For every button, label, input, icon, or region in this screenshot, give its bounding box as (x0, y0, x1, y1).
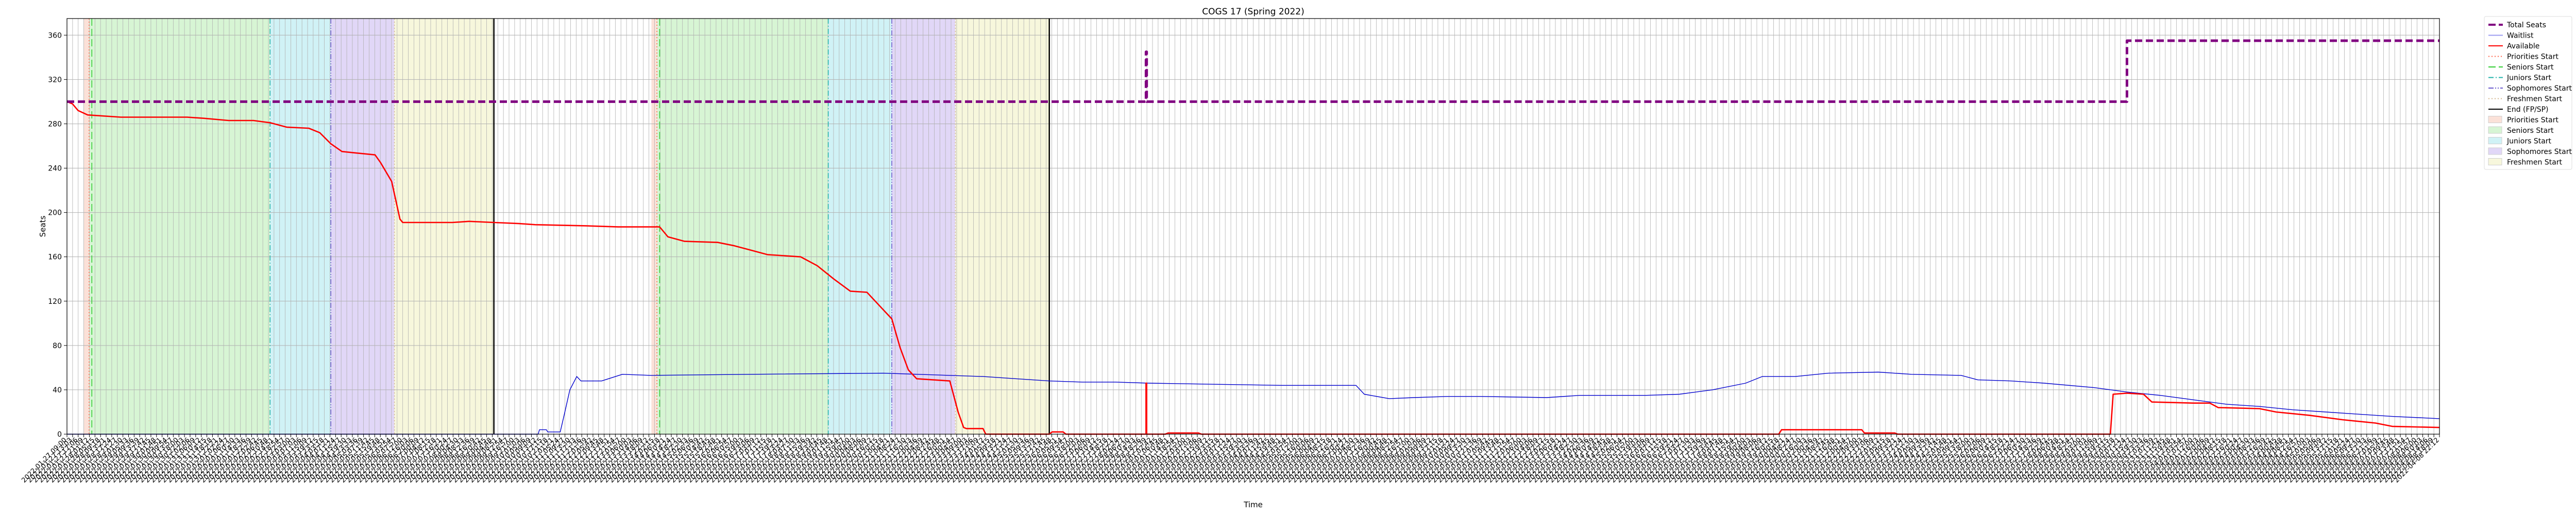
legend-label: Juniors Start (2506, 74, 2552, 82)
legend-label: Freshmen Start (2507, 159, 2563, 167)
region-seniors-start (657, 19, 828, 434)
region-juniors-start (828, 19, 892, 434)
region-freshmen-start (394, 19, 494, 434)
legend-label: Sophomores Start (2507, 84, 2572, 93)
y-axis-ticks: 0 40 80 120 160 200 240 280 320 360 (48, 31, 67, 439)
legend-label: Sophomores Start (2507, 148, 2572, 156)
legend-label: Total Seats (2506, 21, 2546, 29)
region-priorities-start (83, 19, 89, 434)
legend-label: Available (2507, 42, 2539, 50)
legend-label: Priorities Start (2507, 53, 2559, 61)
y-tick-label: 320 (48, 76, 62, 84)
y-axis-label: Seats (38, 215, 47, 237)
region-freshmen-start (955, 19, 1049, 434)
series-total-seats (67, 39, 2439, 103)
region-seniors-start (89, 19, 270, 434)
y-tick-label: 160 (48, 253, 62, 262)
legend-swatch (2488, 158, 2502, 165)
legend-label: Priorities Start (2507, 116, 2559, 125)
legend-label: Seniors Start (2507, 63, 2554, 72)
enrollment-period-regions (83, 19, 1049, 434)
y-tick-label: 240 (48, 165, 62, 173)
legend-swatch (2488, 147, 2502, 155)
y-tick-label: 0 (57, 431, 62, 439)
legend-swatch (2488, 126, 2502, 134)
legend-label: Waitlist (2507, 32, 2534, 40)
y-tick-label: 360 (48, 31, 62, 40)
y-tick-label: 80 (53, 342, 62, 350)
y-tick-label: 120 (48, 298, 62, 306)
region-sophomores-start (331, 19, 395, 434)
legend: Total Seats Waitlist Available Priorities S… (2484, 16, 2572, 170)
region-juniors-start (270, 19, 331, 434)
legend-swatch (2488, 116, 2502, 123)
x-axis-label: Time (1243, 500, 1263, 509)
series-waitlist (67, 371, 2440, 435)
legend-swatch (2488, 137, 2502, 144)
legend-label: End (FP/SP) (2507, 106, 2549, 114)
grid-lines (66, 19, 2440, 435)
chart-title: COGS 17 (Spring 2022) (1202, 7, 1304, 17)
y-tick-label: 200 (48, 209, 62, 217)
y-tick-label: 40 (53, 386, 62, 394)
region-sophomores-start (891, 19, 956, 434)
legend-label: Seniors Start (2507, 127, 2554, 135)
legend-label: Freshmen Start (2507, 95, 2563, 104)
legend-label: Juniors Start (2506, 138, 2552, 146)
legend-frame (2484, 16, 2572, 170)
y-tick-label: 280 (48, 120, 62, 128)
